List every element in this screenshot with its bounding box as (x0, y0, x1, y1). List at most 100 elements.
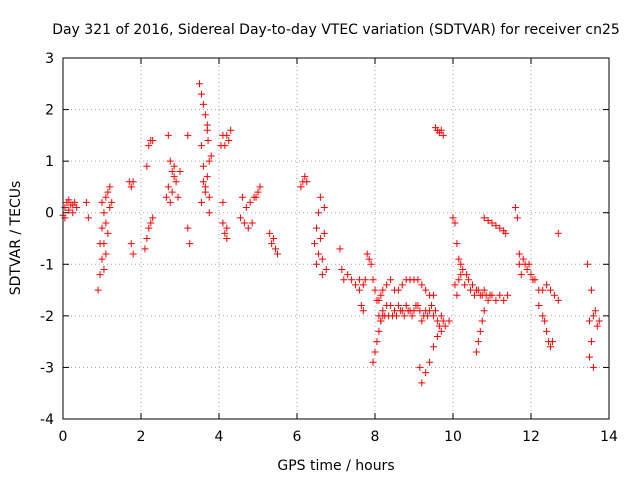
data-point (297, 183, 305, 191)
data-point (268, 240, 276, 248)
y-tick-label: -2 (40, 309, 54, 325)
data-point (375, 296, 383, 304)
data-point (541, 317, 549, 325)
data-point (104, 188, 112, 196)
data-point (457, 271, 465, 279)
x-tick-label: 4 (215, 429, 224, 445)
data-point (176, 167, 184, 175)
data-point (106, 183, 114, 191)
y-tick-label: 1 (45, 154, 54, 170)
data-point (416, 363, 424, 371)
data-point (439, 317, 447, 325)
data-point (102, 219, 110, 227)
data-point (451, 219, 459, 227)
data-point (221, 142, 229, 150)
data-point (455, 276, 463, 284)
data-point (437, 312, 445, 320)
data-point (492, 222, 500, 230)
data-point (355, 286, 363, 294)
data-point (369, 358, 377, 366)
data-point (162, 193, 170, 201)
data-point (435, 322, 443, 330)
data-point (379, 312, 387, 320)
data-point (484, 296, 492, 304)
data-point (73, 204, 81, 212)
data-point (408, 312, 416, 320)
data-point (127, 240, 135, 248)
data-point (554, 229, 562, 237)
data-point (517, 271, 525, 279)
x-tick-label: 0 (59, 429, 68, 445)
data-point (207, 152, 215, 160)
data-point (371, 348, 379, 356)
data-point (100, 265, 108, 273)
data-point (361, 276, 369, 284)
data-point (184, 131, 192, 139)
data-point (359, 307, 367, 315)
data-point (367, 260, 375, 268)
data-point (478, 317, 486, 325)
data-point (418, 379, 426, 387)
data-point (102, 250, 110, 258)
data-point (252, 193, 260, 201)
data-point (550, 291, 558, 299)
data-point (472, 348, 480, 356)
data-point (204, 137, 212, 145)
data-point (256, 183, 264, 191)
data-point (272, 245, 280, 253)
data-point (539, 312, 547, 320)
data-point (205, 193, 213, 201)
data-point (170, 173, 178, 181)
data-point (502, 229, 510, 237)
data-point (338, 265, 346, 273)
data-point (453, 240, 461, 248)
data-point (102, 193, 110, 201)
data-point (240, 219, 248, 227)
data-point (515, 260, 523, 268)
y-tick-label: 0 (45, 206, 54, 222)
y-tick-label: -1 (40, 257, 54, 273)
data-point (418, 317, 426, 325)
data-point (201, 188, 209, 196)
data-point (584, 260, 592, 268)
data-point (221, 229, 229, 237)
data-point (197, 142, 205, 150)
data-point (484, 216, 492, 224)
data-point (410, 307, 418, 315)
data-point (375, 327, 383, 335)
data-point (523, 265, 531, 273)
x-tick-label: 10 (444, 429, 462, 445)
data-point (201, 111, 209, 119)
data-point (470, 291, 478, 299)
data-point (451, 281, 459, 289)
data-point (453, 291, 461, 299)
data-point (104, 229, 112, 237)
data-point (147, 219, 155, 227)
data-point (426, 358, 434, 366)
data-point (145, 142, 153, 150)
data-point (513, 214, 521, 222)
data-point (69, 209, 77, 217)
data-point (480, 307, 488, 315)
grid-lines (63, 58, 609, 419)
data-point (314, 250, 322, 258)
data-point (433, 317, 441, 325)
data-point (108, 198, 116, 206)
data-point (369, 276, 377, 284)
data-point (266, 229, 274, 237)
data-point (244, 224, 252, 232)
x-tick-label: 2 (137, 429, 146, 445)
data-point (242, 204, 250, 212)
data-point (424, 312, 432, 320)
data-point (238, 193, 246, 201)
data-point (203, 173, 211, 181)
data-point (359, 281, 367, 289)
data-point (371, 286, 379, 294)
data-point (355, 276, 363, 284)
data-point (84, 214, 92, 222)
data-point (488, 291, 496, 299)
x-tick-label: 14 (600, 429, 618, 445)
data-point (527, 271, 535, 279)
